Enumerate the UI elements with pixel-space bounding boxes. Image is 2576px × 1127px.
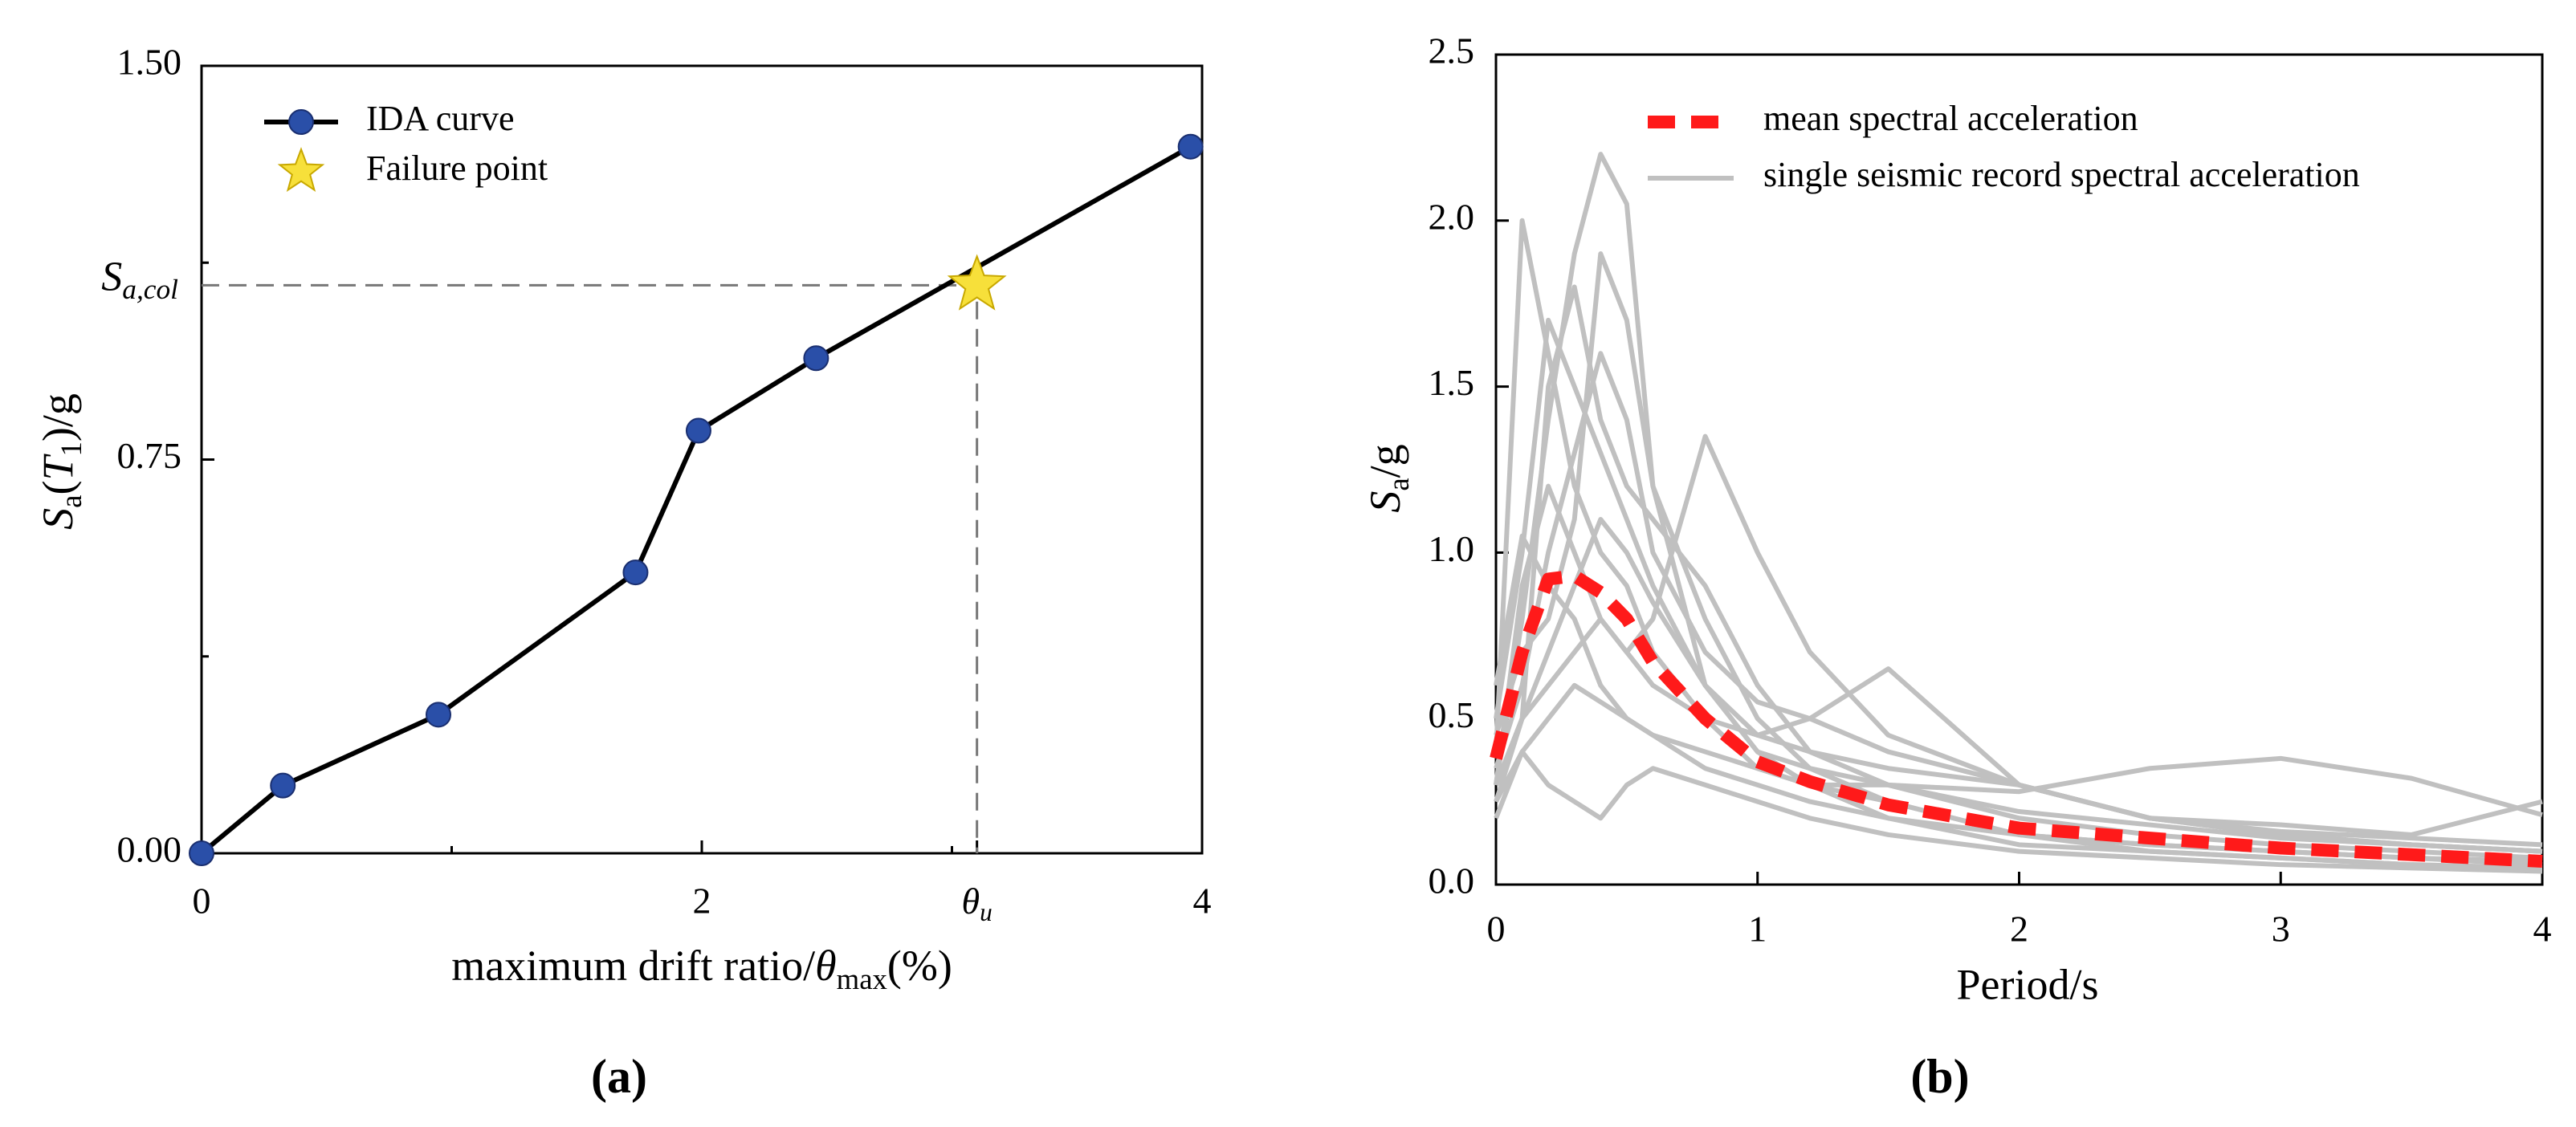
y-tick-label: 1.50 xyxy=(117,42,182,83)
x-axis-title: Period/s xyxy=(1956,960,2098,1008)
panel-label: (b) xyxy=(1910,1050,1969,1103)
legend-label: IDA curve xyxy=(366,99,515,138)
x-tick-label: θu xyxy=(962,881,992,926)
panel-label: (a) xyxy=(591,1050,647,1103)
x-tick-label: 3 xyxy=(2272,909,2290,950)
y-tick-label: 2.0 xyxy=(1429,196,1475,237)
record-line xyxy=(1494,749,2543,874)
mean-line xyxy=(1490,569,2543,869)
x-tick-label: 1 xyxy=(1748,909,1767,950)
y-tick-label: 1.5 xyxy=(1429,362,1475,403)
legend-marker xyxy=(288,109,314,135)
x-tick-label: 4 xyxy=(1193,881,1212,922)
y-tick-label: 0.75 xyxy=(117,435,182,476)
ida-point xyxy=(685,417,711,444)
x-tick-label: 0 xyxy=(1487,909,1506,950)
reference-label: Sa,col xyxy=(101,254,178,305)
ida-point xyxy=(803,345,829,372)
y-tick-label: 0.0 xyxy=(1429,861,1475,901)
legend-label: mean spectral acceleration xyxy=(1763,99,2138,138)
legend-label: Failure point xyxy=(366,149,548,188)
y-axis-title: Sa(T1)/g xyxy=(34,393,88,530)
record-line xyxy=(1494,284,2543,854)
ida-point xyxy=(622,559,649,586)
ida-point xyxy=(425,702,451,728)
ida-point xyxy=(1177,133,1204,160)
y-tick-label: 2.5 xyxy=(1429,31,1475,71)
record-line xyxy=(1494,682,2543,818)
y-tick-label: 0.5 xyxy=(1429,694,1475,735)
record-line xyxy=(1494,533,2543,865)
x-axis-title: maximum drift ratio/θmax(%) xyxy=(451,942,952,995)
x-tick-label: 0 xyxy=(193,881,211,922)
record-line xyxy=(1494,517,2543,848)
ida-point xyxy=(189,840,214,866)
y-tick-label: 0.00 xyxy=(117,829,182,870)
y-axis-title: Sa/g xyxy=(1361,444,1415,512)
y-tick-label: 1.0 xyxy=(1429,528,1475,569)
ida-point xyxy=(270,772,296,799)
x-tick-label: 2 xyxy=(693,881,711,922)
record-line xyxy=(1494,483,2543,837)
record-line xyxy=(1494,317,2543,861)
x-tick-label: 4 xyxy=(2533,909,2552,950)
legend-label: single seismic record spectral accelerat… xyxy=(1763,155,2360,194)
legend-marker xyxy=(277,147,325,192)
failure-point xyxy=(947,254,1007,311)
x-tick-label: 2 xyxy=(2010,909,2028,950)
